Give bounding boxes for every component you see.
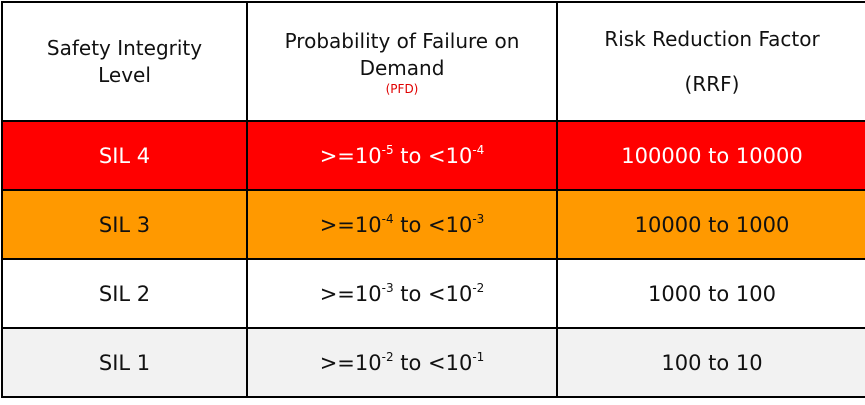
rrf-cell: 10000 to 1000 xyxy=(556,189,865,260)
rrf-cell: 100000 to 10000 xyxy=(556,120,865,191)
table-row: SIL 1 >=10-2 to <10-1 100 to 10 xyxy=(1,327,865,398)
level-cell: SIL 1 xyxy=(1,327,248,398)
level-cell: SIL 2 xyxy=(1,258,248,329)
rrf-text: 100 to 10 xyxy=(661,350,763,375)
pfd-cell: >=10-3 to <10-2 xyxy=(246,258,558,329)
pfd-base: >=10 xyxy=(319,351,382,375)
rrf-cell: 1000 to 100 xyxy=(556,258,865,329)
pfd-exponent: -2 xyxy=(472,281,485,295)
pfd-exponent: -1 xyxy=(472,350,485,364)
pfd-exponent: -3 xyxy=(472,212,485,226)
pfd-base: >=10 xyxy=(319,282,382,306)
level-text: SIL 1 xyxy=(98,350,151,375)
level-text: SIL 3 xyxy=(98,212,151,237)
level-cell: SIL 3 xyxy=(1,189,248,260)
level-cell: SIL 4 xyxy=(1,120,248,191)
level-text: SIL 2 xyxy=(98,281,151,306)
header-text: Safety Integrity Level xyxy=(46,35,203,87)
header-cell: Probability of Failure on Demand (PFD) xyxy=(246,1,558,122)
header-note: (PFD) xyxy=(385,81,419,96)
pfd-middle: to <10 xyxy=(393,351,473,375)
pfd-base: >=10 xyxy=(319,144,382,168)
pfd-cell: >=10-4 to <10-3 xyxy=(246,189,558,260)
rrf-cell: 100 to 10 xyxy=(556,327,865,398)
pfd-exponent: -4 xyxy=(472,143,485,157)
header-row: Safety Integrity Level Probability of Fa… xyxy=(1,1,865,122)
pfd-cell: >=10-5 to <10-4 xyxy=(246,120,558,191)
pfd-exponent: -3 xyxy=(381,281,394,295)
rrf-text: 10000 to 1000 xyxy=(634,212,790,237)
pfd-exponent: -4 xyxy=(381,212,394,226)
header-text: Risk Reduction Factor xyxy=(604,26,820,51)
pfd-cell: >=10-2 to <10-1 xyxy=(246,327,558,398)
pfd-exponent: -5 xyxy=(381,143,394,157)
table-row: SIL 3 >=10-4 to <10-3 10000 to 1000 xyxy=(1,189,865,260)
header-text: Probability of Failure on Demand xyxy=(284,28,520,80)
header-note: (RRF) xyxy=(684,71,740,96)
table-row: SIL 2 >=10-3 to <10-2 1000 to 100 xyxy=(1,258,865,329)
header-cell: Risk Reduction Factor (RRF) xyxy=(556,1,865,122)
pfd-middle: to <10 xyxy=(393,282,473,306)
pfd-middle: to <10 xyxy=(393,213,473,237)
pfd-base: >=10 xyxy=(319,213,382,237)
sil-table: Safety Integrity Level Probability of Fa… xyxy=(1,1,865,398)
rrf-text: 1000 to 100 xyxy=(648,281,776,306)
pfd-middle: to <10 xyxy=(393,144,473,168)
pfd-exponent: -2 xyxy=(381,350,394,364)
header-cell: Safety Integrity Level xyxy=(1,1,248,122)
level-text: SIL 4 xyxy=(98,143,151,168)
rrf-text: 100000 to 10000 xyxy=(621,143,803,168)
table-row: SIL 4 >=10-5 to <10-4 100000 to 10000 xyxy=(1,120,865,191)
